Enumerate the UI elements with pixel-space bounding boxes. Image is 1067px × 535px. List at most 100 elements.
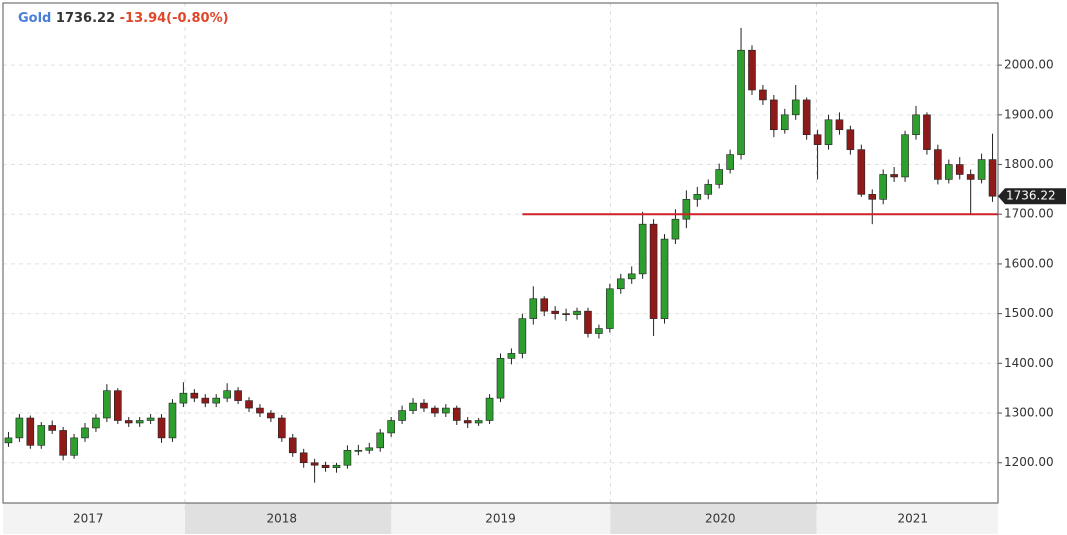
last-price-tag bbox=[998, 188, 1066, 205]
candle-body bbox=[835, 119, 844, 131]
candle-body bbox=[715, 169, 723, 185]
candle-body bbox=[595, 328, 603, 334]
x-tick-label: 2019 bbox=[485, 512, 516, 526]
plot-frame bbox=[2, 2, 999, 504]
candle-body bbox=[890, 174, 898, 178]
candle-body bbox=[791, 99, 800, 116]
candle-body bbox=[693, 194, 702, 200]
candle-body bbox=[190, 392, 199, 399]
y-tick-label: 2000.00 bbox=[1004, 58, 1054, 72]
x-tick-label: 2021 bbox=[897, 512, 928, 526]
candle-body bbox=[201, 397, 210, 404]
y-tick-label: 1200.00 bbox=[1004, 455, 1054, 469]
candle-body bbox=[321, 464, 330, 469]
candle-body bbox=[780, 114, 789, 131]
candle-body bbox=[48, 425, 57, 431]
candle-body bbox=[59, 430, 67, 456]
candle-body bbox=[638, 223, 647, 275]
candle-body bbox=[365, 447, 374, 451]
candle-body bbox=[923, 114, 931, 150]
candle-body bbox=[879, 174, 887, 200]
candle-body bbox=[813, 134, 822, 145]
candle-body bbox=[606, 288, 614, 329]
candle-body bbox=[256, 407, 264, 414]
y-tick-label: 1400.00 bbox=[1004, 356, 1054, 370]
candle-body bbox=[627, 273, 636, 280]
y-tick-label: 1700.00 bbox=[1004, 207, 1054, 221]
candle-body bbox=[234, 390, 242, 401]
candle-body bbox=[354, 450, 363, 452]
candle-body bbox=[135, 420, 144, 424]
candle-body bbox=[660, 238, 669, 319]
candle-body bbox=[966, 174, 975, 180]
candle-body bbox=[988, 159, 997, 197]
candle-body bbox=[146, 417, 155, 421]
x-band bbox=[610, 503, 817, 534]
candle-body bbox=[179, 392, 188, 404]
price-change: -13.94(-0.80%) bbox=[120, 11, 229, 26]
y-tick-label: 1500.00 bbox=[1004, 306, 1054, 320]
candle-body bbox=[398, 410, 406, 421]
candle-body bbox=[682, 199, 691, 220]
y-tick-label: 1300.00 bbox=[1004, 406, 1054, 420]
candle-body bbox=[376, 432, 385, 449]
candle-body bbox=[912, 114, 920, 136]
candle-body bbox=[299, 452, 308, 464]
candle-body bbox=[442, 407, 450, 414]
candle-body bbox=[759, 89, 767, 101]
candle-body bbox=[507, 353, 516, 359]
candle-body bbox=[770, 99, 778, 131]
candle-body bbox=[4, 437, 13, 444]
candle-body bbox=[223, 390, 231, 399]
chart-header: Gold 1736.22 -13.94(-0.80%) bbox=[18, 11, 229, 26]
candle-body bbox=[15, 417, 24, 439]
candle-body bbox=[671, 218, 680, 240]
candle-body bbox=[704, 184, 713, 195]
candle-body bbox=[934, 149, 942, 180]
candle-body bbox=[103, 390, 111, 419]
x-tick-label: 2018 bbox=[267, 512, 298, 526]
candle-body bbox=[573, 310, 581, 315]
candle-body bbox=[332, 464, 341, 469]
candle-body bbox=[212, 397, 221, 404]
candle-body bbox=[168, 402, 177, 439]
candle-body bbox=[540, 298, 549, 312]
candle-body bbox=[387, 420, 395, 434]
candle-body bbox=[726, 154, 734, 170]
candle-body bbox=[288, 437, 297, 454]
candle-body bbox=[649, 223, 658, 319]
y-tick-label: 1800.00 bbox=[1004, 157, 1054, 171]
candle-body bbox=[485, 397, 494, 421]
candle-body bbox=[857, 149, 866, 195]
x-tick-label: 2017 bbox=[73, 512, 104, 526]
candle-body bbox=[431, 407, 439, 414]
candle-body bbox=[496, 358, 505, 399]
x-band bbox=[185, 503, 392, 534]
candle-body bbox=[802, 99, 811, 136]
candle-body bbox=[92, 417, 100, 429]
candle-body bbox=[70, 437, 78, 456]
candle-body bbox=[584, 310, 592, 334]
candle-body bbox=[409, 402, 417, 411]
candle-body bbox=[278, 417, 286, 439]
candle-body bbox=[824, 119, 833, 145]
y-tick-label: 1600.00 bbox=[1004, 256, 1054, 270]
candle-body bbox=[267, 412, 275, 419]
candle-body bbox=[944, 164, 953, 180]
candle-body bbox=[868, 194, 877, 200]
candle-body bbox=[157, 417, 166, 439]
candle-body bbox=[114, 390, 122, 421]
candle-body bbox=[977, 159, 986, 180]
candle-body bbox=[245, 400, 253, 409]
candle-body bbox=[463, 420, 472, 424]
last-value: 1736.22 bbox=[56, 11, 115, 26]
candle-body bbox=[124, 420, 133, 424]
last-price-label: 1736.22 bbox=[1006, 189, 1056, 203]
candle-body bbox=[420, 402, 428, 409]
candle-body bbox=[846, 129, 855, 150]
candle-body bbox=[562, 313, 570, 315]
candle-body bbox=[26, 417, 35, 446]
candle-body bbox=[901, 134, 909, 178]
